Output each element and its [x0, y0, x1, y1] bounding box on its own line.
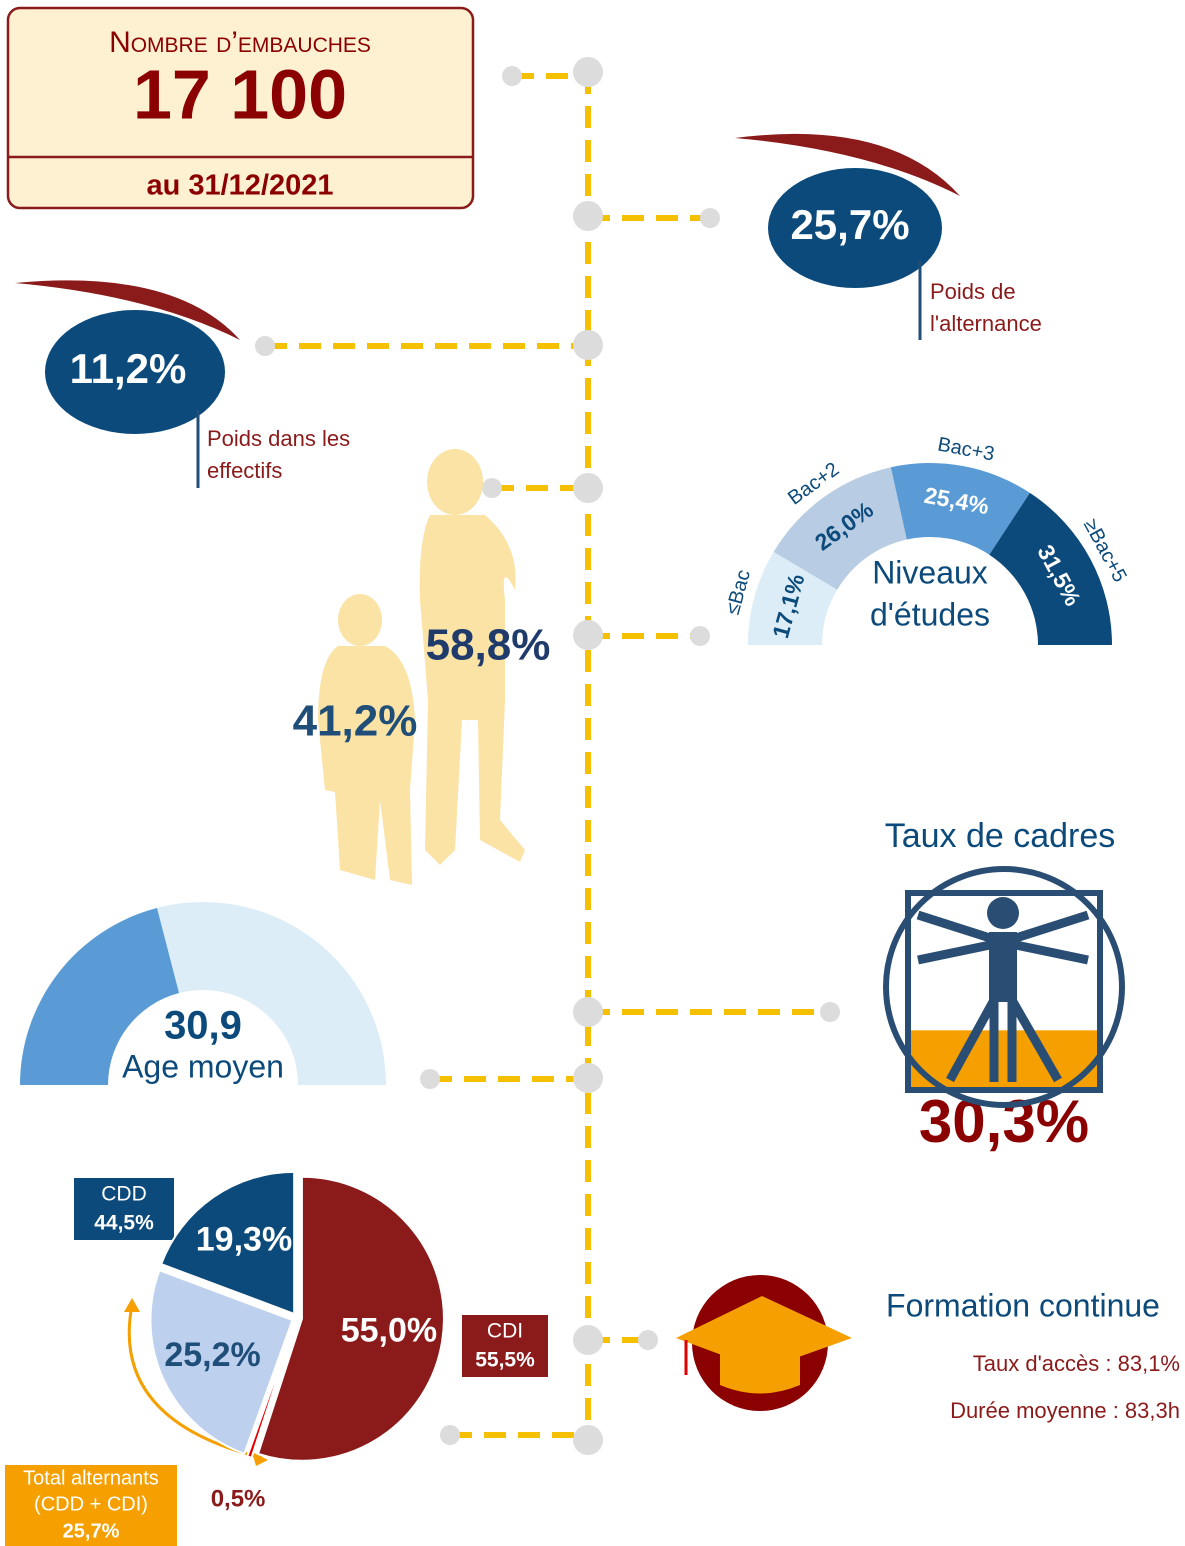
figure-legs [946, 997, 1062, 1083]
effectifs-label: Poids dans les [207, 426, 350, 451]
timeline [255, 57, 840, 1455]
man-head [338, 594, 382, 646]
cdd-box [74, 1178, 174, 1240]
gender: 58,8% 41,2% [293, 449, 551, 885]
formation-title: Formation continue [886, 1287, 1160, 1323]
formation: Formation continue Taux d'accès : 83,1% … [676, 1275, 1180, 1423]
header-title: Nombre d’embauches [109, 26, 371, 59]
dot [820, 1002, 840, 1022]
slice-label: 0,5% [211, 1486, 266, 1513]
effectifs: 11,2% Poids dans les effectifs [15, 280, 350, 488]
dot [502, 66, 522, 86]
cadres: Taux de cadres 30,3% [883, 817, 1125, 1155]
cadres-fill [908, 1030, 1100, 1090]
men-value: 41,2% [293, 697, 418, 746]
formation-duration: Durée moyenne : 83,3h [950, 1398, 1180, 1423]
age-gauge-part [20, 908, 179, 1085]
education-title: Niveaux [872, 554, 988, 590]
alternance-label: l'alternance [930, 311, 1042, 336]
node [573, 997, 603, 1027]
effectifs-value: 11,2% [70, 345, 187, 392]
formation-access: Taux d'accès : 83,1% [973, 1351, 1180, 1376]
pie-slice [159, 1170, 296, 1316]
alternants-label: Total alternants [23, 1467, 159, 1489]
education-segment [748, 551, 838, 645]
dot [638, 1330, 658, 1350]
alternants-arrow [127, 1304, 263, 1460]
women-value: 58,8% [426, 621, 551, 670]
pie-slice [256, 1175, 445, 1462]
education-segment [989, 492, 1112, 645]
dot [700, 208, 720, 228]
cdd-value: 44,5% [94, 1212, 154, 1235]
node [573, 620, 603, 650]
alternants-box [5, 1465, 177, 1546]
bubble [45, 310, 225, 434]
dot [420, 1069, 440, 1089]
arrow-head [252, 1452, 268, 1466]
education-segment [773, 467, 907, 590]
cdi-value: 55,5% [475, 1349, 535, 1372]
woman-head [427, 449, 483, 515]
man-body [318, 646, 415, 885]
pie-slice [149, 1269, 294, 1455]
node [573, 1063, 603, 1093]
slice-label: 25,2% [164, 1336, 260, 1374]
age: 30,9 Age moyen [20, 902, 386, 1085]
node [573, 330, 603, 360]
dot [690, 626, 710, 646]
swoosh [15, 280, 240, 340]
alternants-value: 25,7% [63, 1520, 120, 1542]
node [573, 201, 603, 231]
woman-body [419, 515, 525, 865]
arrow-head [124, 1298, 140, 1312]
mortarboard [676, 1296, 852, 1370]
alternants-label: (CDD + CDI) [34, 1493, 148, 1515]
effectifs-label: effectifs [207, 458, 282, 483]
header: Nombre d’embauches 17 100 au 31/12/2021 [6, 6, 475, 210]
circle-frame [883, 866, 1125, 1108]
figure-arms [916, 910, 1090, 965]
dot [440, 1425, 460, 1445]
figure-body [989, 932, 1017, 1002]
alternance-label: Poids de [930, 279, 1016, 304]
figure-head [987, 897, 1019, 929]
header-date: au 31/12/2021 [146, 170, 333, 202]
slice-label: 19,3% [196, 1221, 292, 1259]
cadres-title: Taux de cadres [885, 817, 1116, 855]
cadres-value: 30,3% [919, 1088, 1089, 1155]
pie-slice [246, 1322, 297, 1460]
bubble [768, 168, 942, 288]
node [573, 57, 603, 87]
node [573, 1425, 603, 1455]
alternance: 25,7% Poids de l'alternance [735, 133, 1042, 340]
dot [482, 478, 502, 498]
cdi-label: CDI [487, 1320, 523, 1343]
node [573, 473, 603, 503]
education-title: d'études [870, 596, 990, 632]
swoosh [735, 133, 960, 196]
slice-label: 55,0% [341, 1312, 437, 1350]
alternance-value: 25,7% [790, 201, 909, 248]
age-value: 30,9 [164, 1004, 242, 1048]
node [573, 1325, 603, 1355]
square-frame [905, 890, 1103, 1093]
education-level: ≤Bac [722, 567, 755, 617]
age-label: Age moyen [122, 1048, 284, 1084]
dot [255, 336, 275, 356]
cdd-label: CDD [101, 1183, 147, 1206]
contracts: CDD 44,5% CDI 55,5% Total alternants (CD… [5, 1170, 548, 1546]
education-level: Bac+3 [936, 434, 996, 466]
cdi-box [462, 1315, 548, 1377]
education-segment [890, 463, 1030, 555]
header-value: 17 100 [133, 55, 347, 133]
